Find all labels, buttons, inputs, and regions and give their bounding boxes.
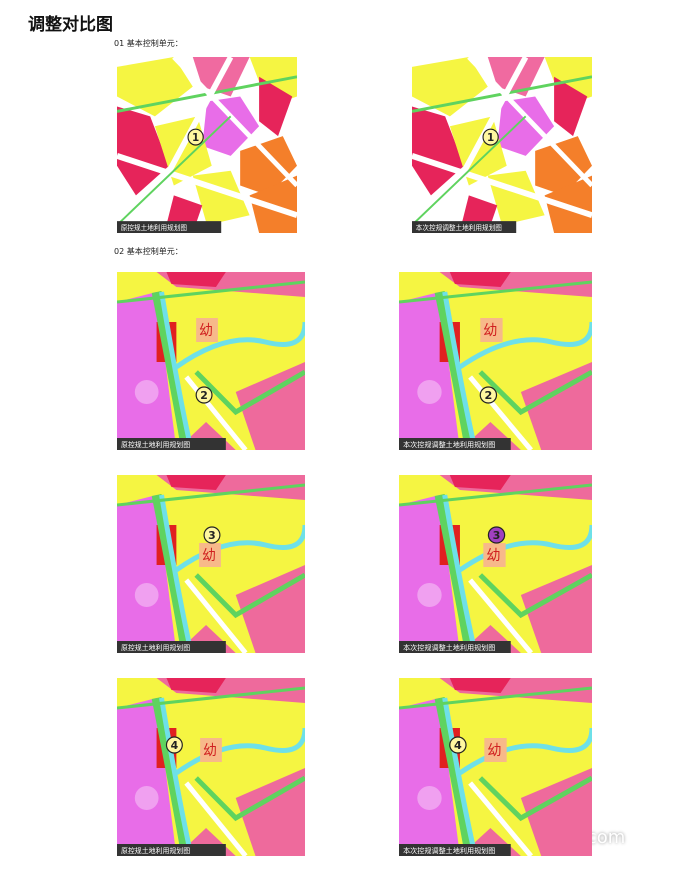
kindergarten-label: 幼: [486, 548, 500, 564]
map-panel: 1 原控规土地利用规划图: [117, 57, 297, 233]
caption-bg: [117, 844, 226, 856]
map: 幼 4 本次控规调整土地利用规划图: [399, 678, 592, 856]
marker-number: 2: [200, 389, 208, 402]
map: 幼 2 本次控规调整土地利用规划图: [399, 272, 592, 450]
kindergarten-plot: [483, 543, 506, 567]
map-image: [399, 272, 592, 450]
map-caption: 本次控规调整土地利用规划图: [403, 440, 495, 449]
marker-circle: [482, 128, 499, 146]
kindergarten-plot: [199, 543, 221, 567]
map: 1 本次控规调整土地利用规划图: [412, 57, 592, 233]
section-label: 02 基本控制单元：: [114, 247, 183, 256]
caption-bg: [117, 438, 226, 450]
caption-bg: [399, 641, 511, 653]
marker-number: 2: [485, 389, 493, 402]
marker-number: 3: [493, 529, 501, 542]
caption-bg: [399, 844, 511, 856]
marker-number: 3: [208, 529, 216, 542]
kindergarten-plot: [200, 738, 222, 762]
section-label: 01 基本控制单元：: [114, 39, 183, 48]
kindergarten-label: 幼: [199, 323, 213, 339]
marker-circle: [479, 386, 498, 404]
marker-number: 4: [454, 739, 462, 752]
map-caption: 本次控规调整土地利用规划图: [416, 223, 502, 232]
map-panel: 幼 3 本次控规调整土地利用规划图: [399, 475, 592, 653]
caption-bg: [399, 438, 511, 450]
map-panel: 幼 2 原控规土地利用规划图: [117, 272, 305, 450]
page-title: 调整对比图: [28, 15, 113, 35]
map-caption: 原控规土地利用规划图: [121, 643, 190, 652]
map-image: [117, 678, 305, 856]
map-caption: 原控规土地利用规划图: [121, 846, 190, 855]
map-panel: 幼 4 原控规土地利用规划图: [117, 678, 305, 856]
map-panel: 1 本次控规调整土地利用规划图: [412, 57, 592, 233]
map-caption: 本次控规调整土地利用规划图: [403, 643, 495, 652]
marker-circle: [203, 526, 221, 544]
kindergarten-label: 幼: [487, 743, 501, 759]
marker-circle: [187, 128, 204, 146]
map-image: [117, 57, 297, 233]
kindergarten-label: 幼: [202, 548, 216, 564]
map: 幼 3 原控规土地利用规划图: [117, 475, 305, 653]
marker-circle: [487, 526, 506, 544]
map-caption: 原控规土地利用规划图: [121, 223, 187, 232]
marker-circle: [195, 386, 213, 404]
map: 1 原控规土地利用规划图: [117, 57, 297, 233]
kindergarten-label: 幼: [483, 323, 497, 339]
kindergarten-plot: [480, 318, 503, 342]
marker-circle: [449, 736, 467, 754]
kindergarten-label: 幼: [203, 743, 217, 759]
map-image: [117, 272, 305, 450]
map: 幼 2 原控规土地利用规划图: [117, 272, 305, 450]
marker-number: 1: [487, 131, 494, 144]
marker-circle: [165, 736, 183, 754]
caption-bg: [117, 221, 222, 233]
kindergarten-plot: [484, 738, 507, 762]
map: 幼 3 本次控规调整土地利用规划图: [399, 475, 592, 653]
map-panel: 幼 3 原控规土地利用规划图: [117, 475, 305, 653]
kindergarten-plot: [196, 318, 218, 342]
caption-bg: [117, 641, 226, 653]
map-panel: 幼 4 本次控规调整土地利用规划图: [399, 678, 592, 856]
map-caption: 原控规土地利用规划图: [121, 440, 190, 449]
map-image: [399, 678, 592, 856]
marker-number: 1: [192, 131, 199, 144]
marker-number: 4: [171, 739, 179, 752]
caption-bg: [412, 221, 517, 233]
map-caption: 本次控规调整土地利用规划图: [403, 846, 495, 855]
map-image: [412, 57, 592, 233]
map-panel: 幼 2 本次控规调整土地利用规划图: [399, 272, 592, 450]
map: 幼 4 原控规土地利用规划图: [117, 678, 305, 856]
